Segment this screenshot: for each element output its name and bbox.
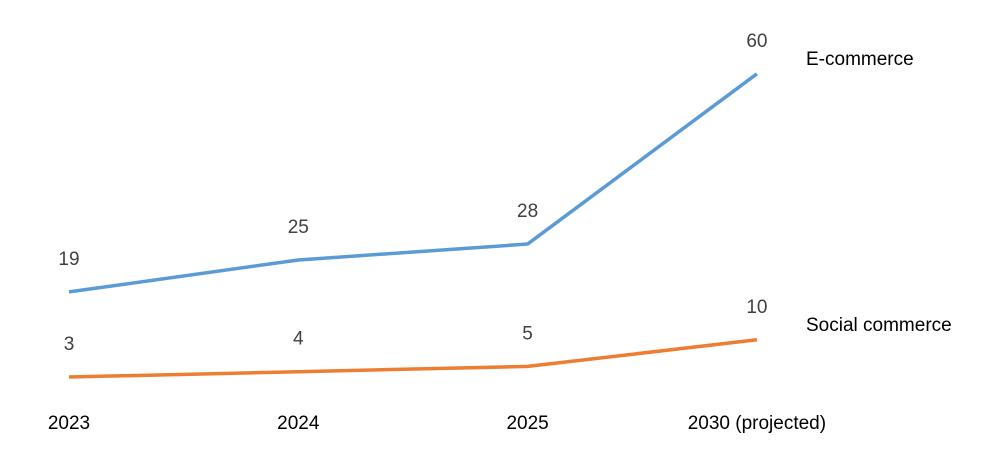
x-tick-label: 2030 (projected) bbox=[688, 413, 826, 434]
data-label: 28 bbox=[517, 201, 538, 222]
data-label: 4 bbox=[293, 329, 304, 350]
data-label: 10 bbox=[746, 297, 767, 318]
data-label: 5 bbox=[522, 323, 533, 344]
x-tick-label: 2023 bbox=[48, 413, 90, 434]
x-tick-label: 2024 bbox=[277, 413, 320, 434]
series-line bbox=[68, 338, 758, 379]
data-label: 3 bbox=[64, 334, 75, 355]
series-line bbox=[68, 72, 758, 294]
x-tick-label: 2025 bbox=[506, 413, 548, 434]
series-name: Social commerce bbox=[806, 315, 952, 336]
data-label: 25 bbox=[288, 217, 309, 238]
data-label: 60 bbox=[746, 31, 767, 52]
data-label: 19 bbox=[58, 249, 79, 270]
series-name: E-commerce bbox=[806, 49, 914, 70]
